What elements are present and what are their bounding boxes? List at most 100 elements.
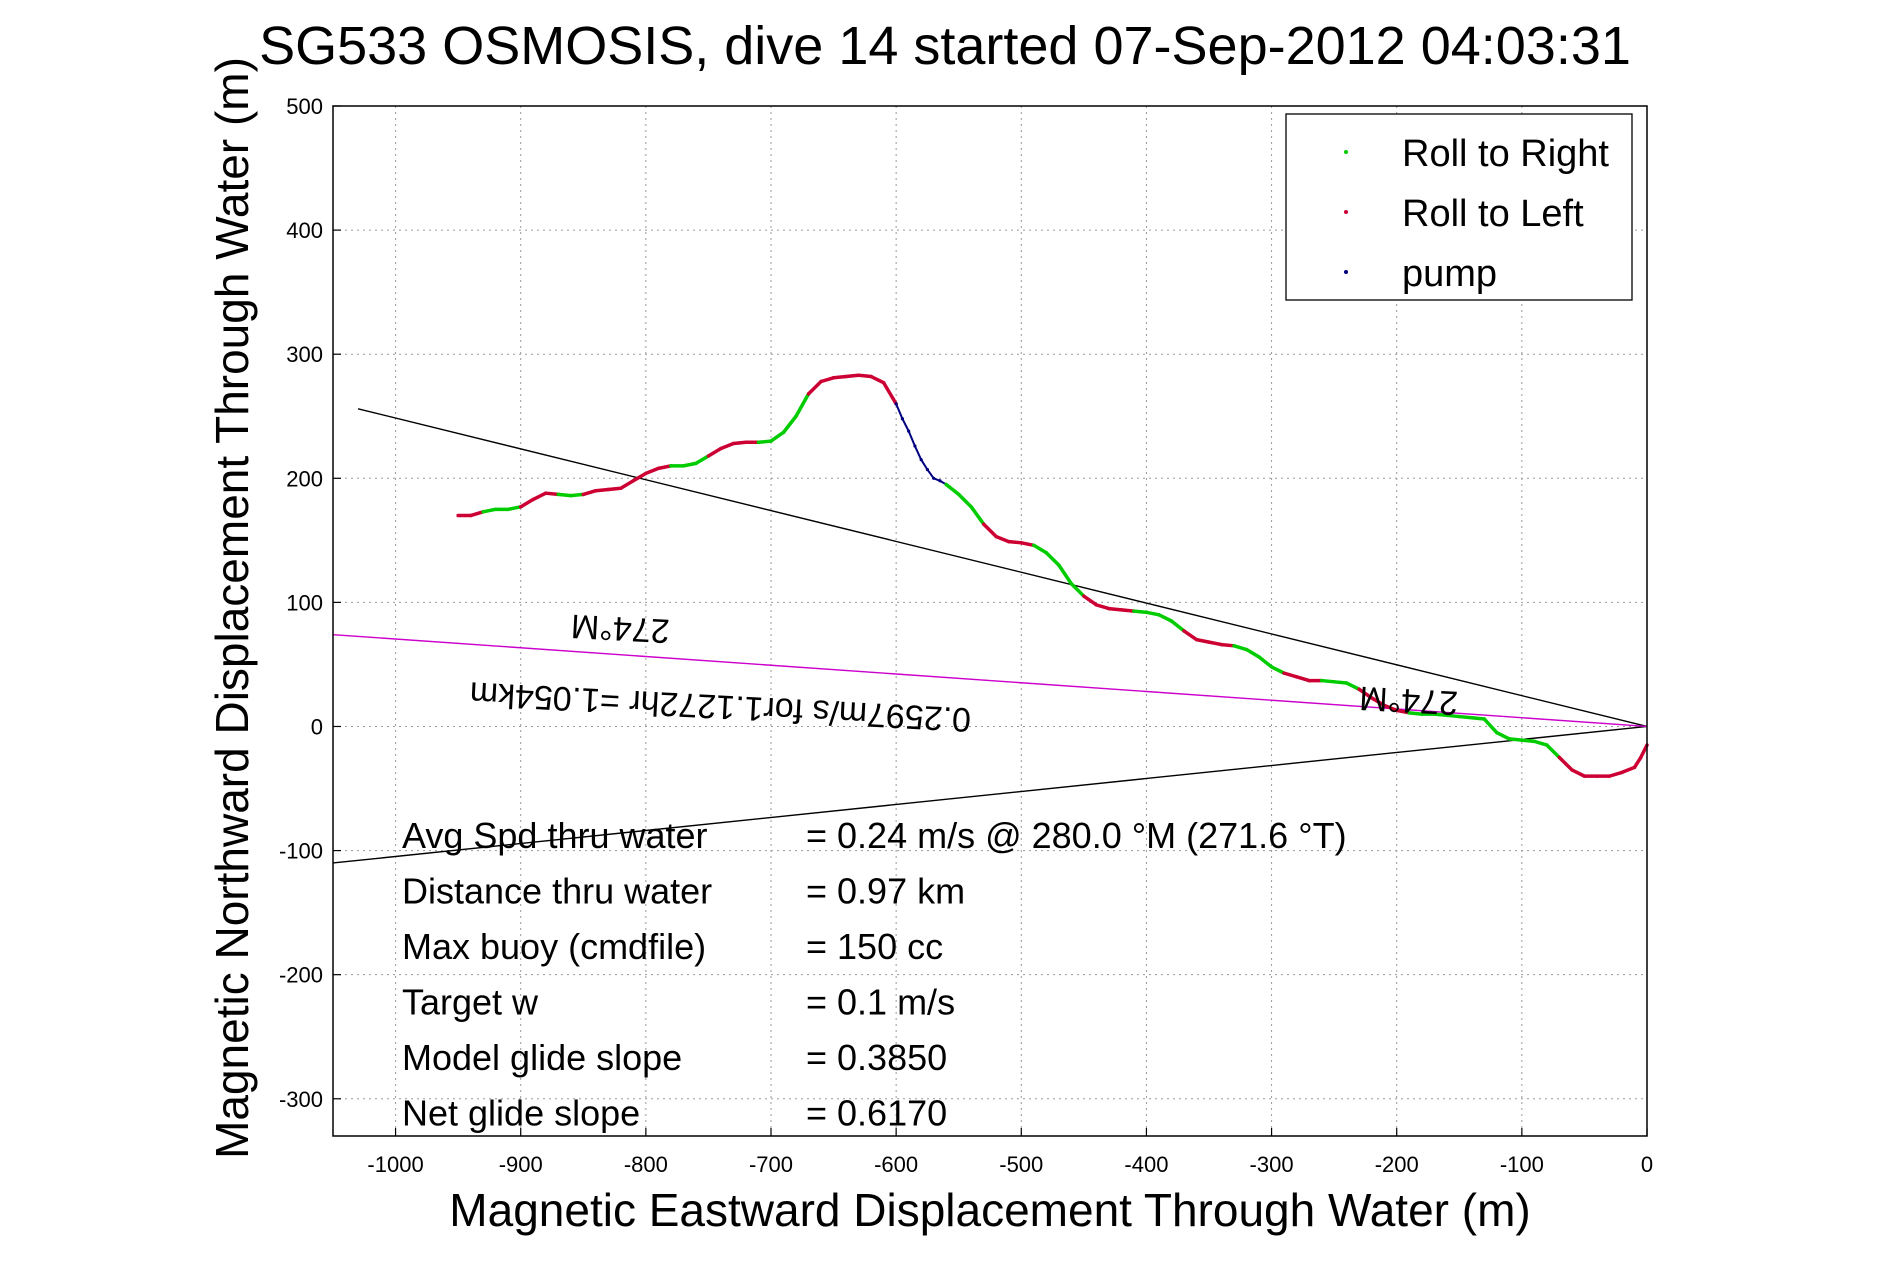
- track-point: [1007, 539, 1011, 544]
- y-tick-label: 100: [286, 590, 323, 615]
- chart-title: SG533 OSMOSIS, dive 14 started 07-Sep-20…: [259, 16, 1631, 76]
- track-segment: [731, 440, 748, 446]
- track-segment: [619, 479, 636, 490]
- track-segment: [907, 430, 916, 448]
- legend-marker: [1344, 210, 1348, 214]
- track-point: [1057, 563, 1061, 567]
- x-axis-ticks: -1000 -900 -800 -700 -600 -500 -400 -300 -200 -10…: [367, 1128, 1653, 1177]
- track-segment: [1520, 738, 1537, 744]
- track-point: [581, 492, 585, 497]
- track-point: [619, 486, 623, 490]
- track-point: [1107, 606, 1111, 611]
- track-point: [819, 379, 823, 384]
- track-segment: [1344, 681, 1361, 692]
- track-segment: [1545, 743, 1562, 760]
- track-point: [1044, 551, 1048, 555]
- track-point: [1607, 774, 1612, 778]
- y-tick-label: 300: [286, 342, 323, 367]
- track-point: [1069, 582, 1073, 586]
- track-segment: [1169, 619, 1186, 633]
- track-segment: [895, 402, 904, 420]
- track-point: [1382, 703, 1386, 707]
- track-point: [1570, 768, 1574, 772]
- track-segment: [1557, 755, 1574, 772]
- stat-label: Model glide slope: [402, 1037, 682, 1078]
- legend-marker: [1344, 150, 1348, 154]
- track-point: [1144, 610, 1149, 614]
- track-point: [932, 476, 936, 480]
- stat-label: Net glide slope: [402, 1093, 640, 1134]
- track-segment: [944, 482, 961, 497]
- track-point: [806, 392, 811, 396]
- track-point: [456, 513, 460, 518]
- stat-label: Avg Spd thru water: [402, 815, 708, 856]
- track-segment: [1232, 644, 1249, 652]
- track-point: [1639, 755, 1643, 760]
- track-segment: [644, 466, 661, 476]
- x-tick-label: 0: [1641, 1152, 1653, 1177]
- track-segment: [1019, 541, 1036, 548]
- stat-value: = 0.1 m/s: [806, 982, 955, 1023]
- track-point: [1482, 717, 1486, 721]
- x-tick-label: -900: [499, 1152, 543, 1177]
- track-segment: [606, 486, 623, 492]
- track-segment: [1407, 711, 1424, 716]
- track-point: [744, 440, 748, 444]
- x-tick-label: -700: [749, 1152, 793, 1177]
- track-point: [1532, 739, 1536, 743]
- track-point: [994, 535, 998, 539]
- stat-value: = 0.6170: [806, 1093, 947, 1134]
- track-point: [1457, 714, 1461, 719]
- track-point: [706, 454, 711, 458]
- track-segment: [694, 454, 711, 466]
- track-point: [1507, 737, 1511, 741]
- track-point: [1295, 675, 1299, 679]
- track-segment: [1369, 696, 1386, 708]
- x-axis-label: Magnetic Eastward Displacement Through W…: [449, 1184, 1530, 1236]
- plot-area-frame: [332, 105, 1648, 1137]
- track-point: [569, 494, 573, 498]
- stat-value: = 150 cc: [806, 926, 943, 967]
- y-tick-label: 400: [286, 218, 323, 243]
- track-point: [1207, 640, 1211, 644]
- track-segment: [1132, 609, 1149, 615]
- track-point: [1257, 655, 1261, 659]
- track-point: [831, 376, 836, 380]
- track-segment: [706, 446, 723, 458]
- track-segment: [1357, 687, 1374, 700]
- magenta-heading-line: [332, 633, 1648, 728]
- track-segment: [1032, 543, 1049, 555]
- track-point: [919, 458, 923, 462]
- track-point: [900, 417, 905, 421]
- track-segment: [1482, 717, 1499, 735]
- track-segment: [756, 439, 773, 445]
- track-point: [769, 439, 773, 443]
- legend-marker: [1344, 270, 1348, 274]
- track-point: [556, 492, 560, 497]
- track-segment: [531, 491, 548, 502]
- track-point: [719, 446, 723, 451]
- stat-label: Max buoy (cmdfile): [402, 926, 706, 967]
- track-segment: [956, 492, 973, 509]
- track-point: [494, 507, 498, 511]
- track-segment: [1257, 655, 1274, 669]
- track-segment: [1244, 647, 1261, 659]
- track-point: [631, 479, 635, 483]
- track-point: [1545, 743, 1549, 747]
- track-segment: [1182, 629, 1199, 642]
- track-point: [731, 441, 736, 446]
- track-point: [1445, 713, 1449, 717]
- x-tick-label: -500: [999, 1152, 1043, 1177]
- y-tick-label: -100: [279, 839, 323, 864]
- track-segment: [1119, 608, 1136, 613]
- track-point: [894, 402, 898, 406]
- track-segment: [1495, 730, 1512, 741]
- track-point: [944, 482, 948, 487]
- track-segment: [969, 505, 986, 526]
- track-segment: [543, 491, 561, 497]
- track-point: [969, 505, 973, 509]
- track-segment: [913, 445, 923, 461]
- track-point: [1332, 680, 1336, 684]
- upper-heading-line: [357, 408, 1648, 728]
